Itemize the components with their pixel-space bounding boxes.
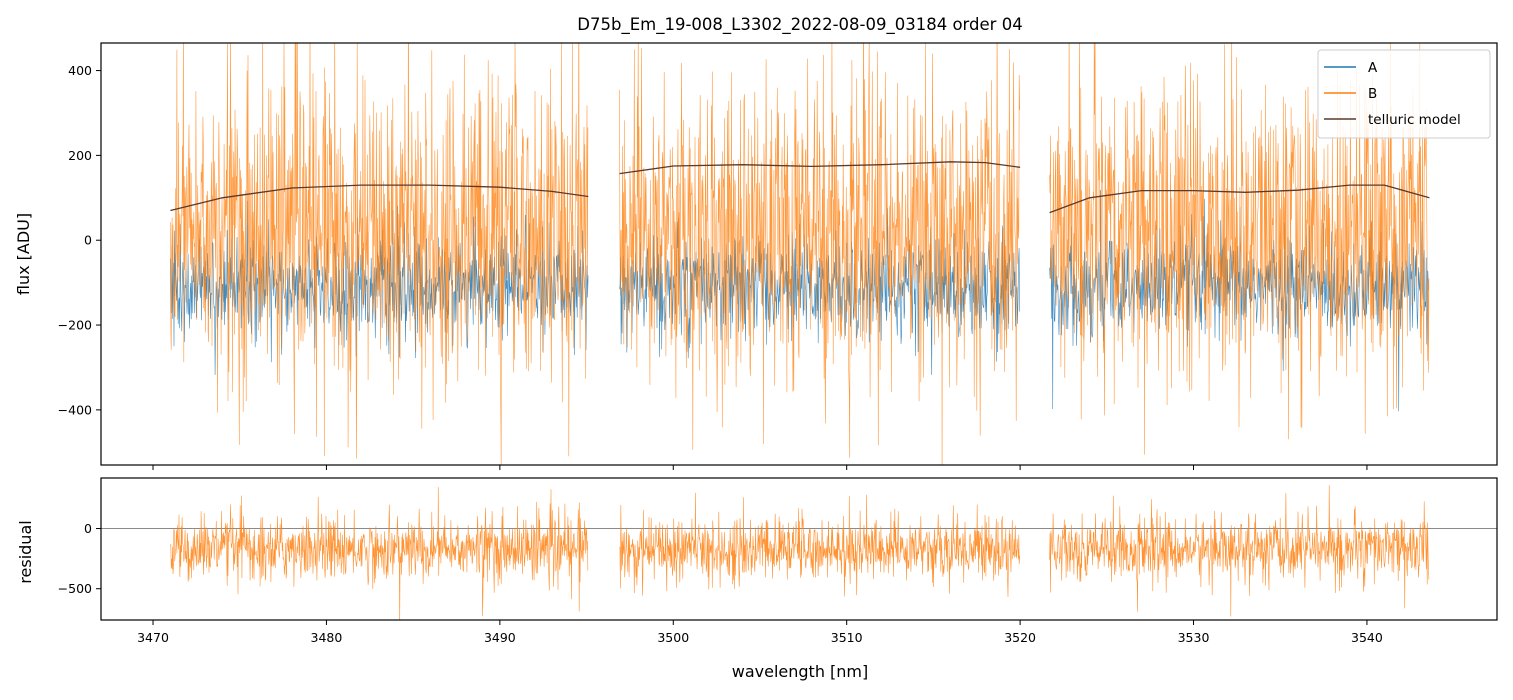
residual-line	[170, 485, 1430, 620]
bottom-x-axis: 3470 3480 3490 3500 3510 3520 3530 3540	[137, 620, 1383, 645]
legend-label-b: B	[1368, 86, 1377, 102]
legend-label-telluric: telluric model	[1368, 112, 1461, 128]
bottom-x-tick-label: 3520	[1004, 630, 1036, 645]
bottom-x-axis-label: wavelength [nm]	[732, 662, 869, 681]
top-y-tick-label: 0	[84, 233, 92, 248]
top-y-axis: −400 −200 0 200 400	[58, 63, 101, 417]
legend-label-a: A	[1368, 60, 1378, 76]
telluric-model-line-1	[170, 184, 589, 212]
bottom-y-axis: −500 0	[58, 521, 101, 596]
bottom-x-tick-label: 3500	[657, 630, 689, 645]
bottom-x-tick-label: 3540	[1351, 630, 1383, 645]
top-x-axis	[152, 465, 1368, 470]
telluric-model-line-2	[619, 161, 1021, 175]
bottom-y-tick-label: −500	[58, 581, 92, 596]
series-b-line	[170, 43, 1430, 465]
top-plot: −400 −200 0 200 400 flux [ADU] A B telluric …	[14, 42, 1498, 470]
top-y-tick-label: −200	[58, 318, 92, 333]
bottom-plot-frame	[100, 477, 1498, 621]
bottom-x-tick-label: 3490	[484, 630, 516, 645]
bottom-plot: −500 0 3470 3480 3490 3500 3510 3520 3530 3540 r…	[16, 477, 1498, 681]
telluric-model-line-3	[1049, 184, 1430, 214]
legend-frame	[1317, 49, 1491, 139]
top-y-tick-label: 200	[68, 148, 92, 163]
legend: A B telluric model	[1317, 49, 1491, 139]
top-y-tick-label: −400	[58, 402, 92, 417]
bottom-y-axis-label: residual	[16, 520, 35, 583]
bottom-x-tick-label: 3530	[1178, 630, 1210, 645]
top-y-axis-label: flux [ADU]	[14, 213, 33, 295]
top-y-tick-label: 400	[68, 63, 92, 78]
bottom-x-tick-label: 3510	[831, 630, 863, 645]
top-plot-frame	[100, 42, 1498, 466]
top-data-layer	[170, 43, 1430, 465]
bottom-y-tick-label: 0	[84, 521, 92, 536]
bottom-x-tick-label: 3480	[311, 630, 343, 645]
bottom-x-tick-label: 3470	[137, 630, 169, 645]
chart-title: D75b_Em_19-008_L3302_2022-08-09_03184 or…	[577, 15, 1022, 35]
bottom-data-layer	[101, 485, 1497, 620]
